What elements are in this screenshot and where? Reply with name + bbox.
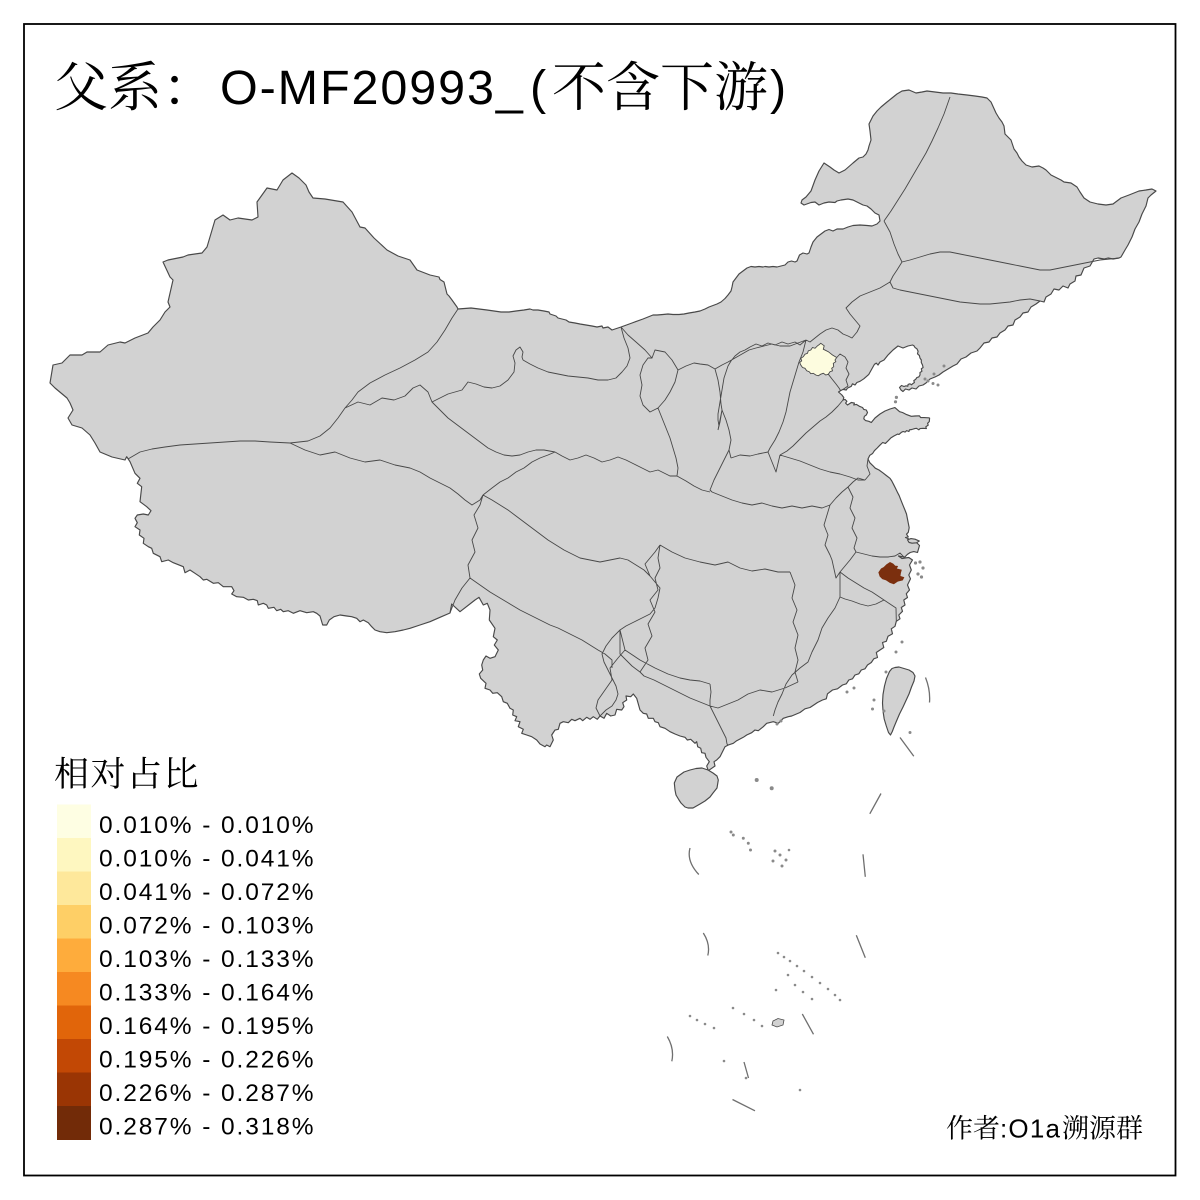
svg-text:0.133% - 0.164%: 0.133% - 0.164% <box>99 980 315 1007</box>
svg-text::O1a: :O1a <box>1000 1114 1061 1144</box>
svg-text:0.041% - 0.072%: 0.041% - 0.072% <box>99 879 315 906</box>
svg-text:0.010% - 0.010%: 0.010% - 0.010% <box>99 812 315 839</box>
svg-text:(: ( <box>530 61 546 115</box>
svg-text:0.226% - 0.287%: 0.226% - 0.287% <box>99 1080 315 1107</box>
svg-text:): ) <box>770 61 786 115</box>
svg-text:0.010% - 0.041%: 0.010% - 0.041% <box>99 846 315 873</box>
svg-text:0.195% - 0.226%: 0.195% - 0.226% <box>99 1047 315 1074</box>
svg-text:0.072% - 0.103%: 0.072% - 0.103% <box>99 913 315 940</box>
svg-text:0.164% - 0.195%: 0.164% - 0.195% <box>99 1013 315 1040</box>
svg-text:O-MF20993_: O-MF20993_ <box>220 61 525 115</box>
svg-text:0.103% - 0.133%: 0.103% - 0.133% <box>99 946 315 973</box>
svg-text:0.287% - 0.318%: 0.287% - 0.318% <box>99 1114 315 1141</box>
